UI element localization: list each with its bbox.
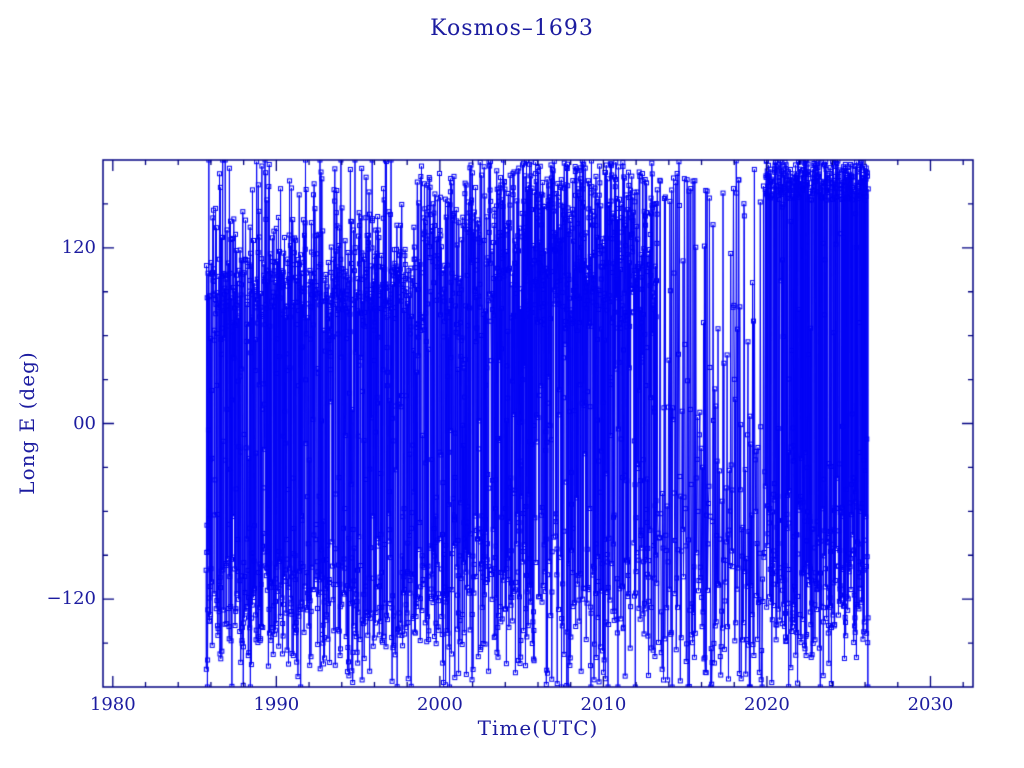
x-tick-label: 1990 — [253, 694, 300, 715]
y-tick-label: −120 — [46, 588, 96, 610]
y-axis-label: Long E (deg) — [15, 351, 39, 495]
x-tick-label: 2010 — [580, 694, 627, 715]
x-tick-label: 1980 — [89, 694, 136, 715]
x-tick-label: 2030 — [907, 694, 954, 715]
x-axis-label: Time(UTC) — [477, 716, 599, 740]
x-tick-label: 2000 — [416, 694, 463, 715]
x-tick-label: 2020 — [744, 694, 790, 715]
y-tick-label: 120 — [61, 236, 96, 258]
y-tick-label: 00 — [73, 412, 96, 434]
